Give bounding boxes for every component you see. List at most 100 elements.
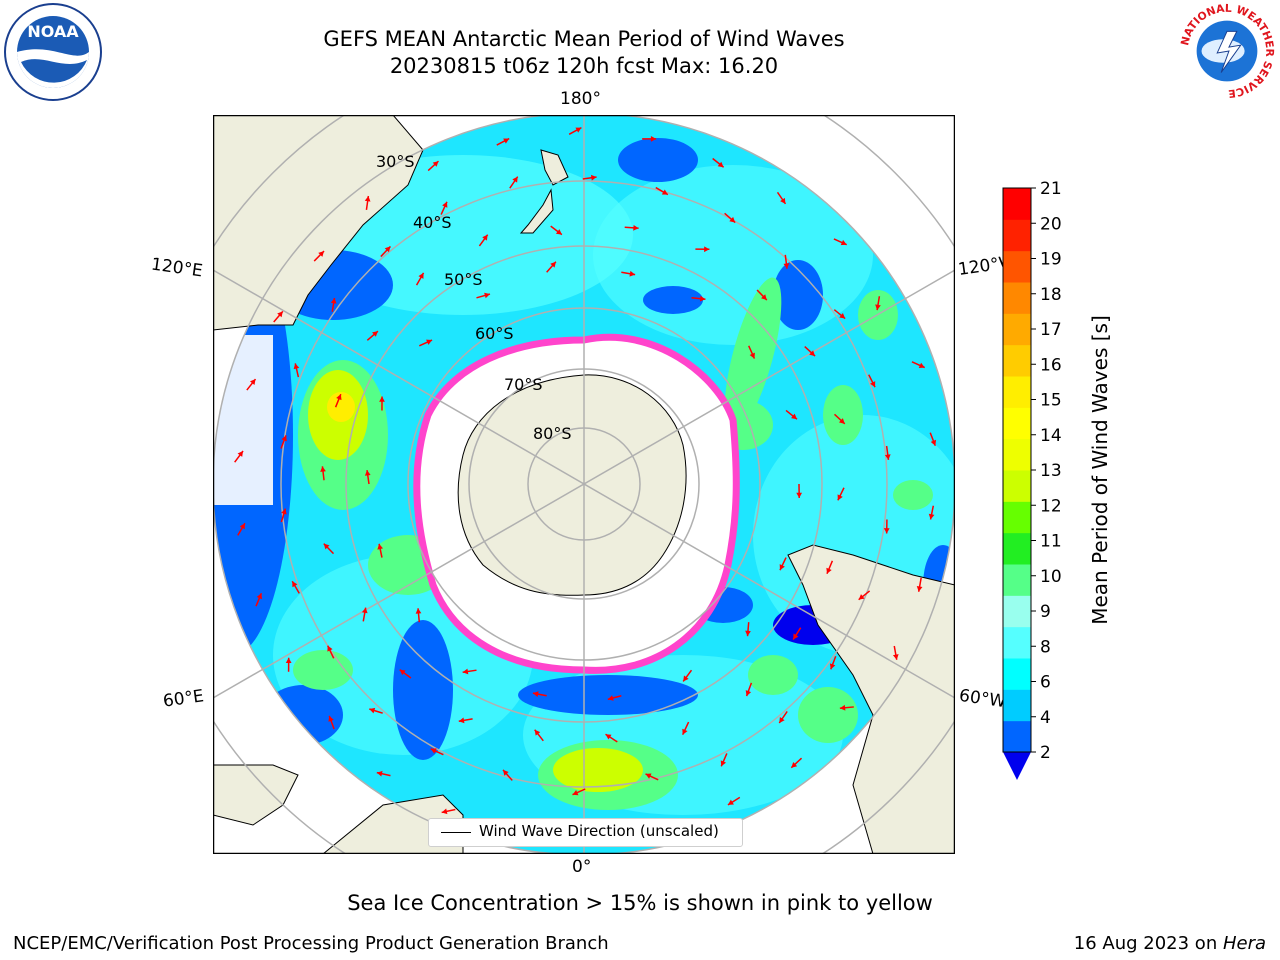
wind-wave-arrow-head [829, 663, 836, 670]
wind-wave-arrow-head [650, 135, 657, 142]
legend-label: Wind Wave Direction (unscaled) [479, 822, 719, 840]
wind-wave-arrow-head [875, 304, 881, 311]
wind-wave-arrow-head [572, 789, 579, 796]
wind-wave-arrow-head [482, 234, 488, 241]
wind-wave-arrow-head [281, 435, 287, 442]
colorbar-tick-label: 8 [1040, 637, 1051, 657]
colorbar-band [1003, 188, 1031, 220]
wind-wave-arrow-head [745, 690, 752, 697]
polar-map [213, 115, 955, 854]
wind-wave-arrow-head [330, 297, 337, 304]
wind-wave-arrow-head [293, 363, 300, 370]
wind-wave-arrow-head [645, 773, 652, 779]
lat-label-70s: 70°S [504, 375, 543, 394]
graticule [213, 115, 955, 854]
wind-wave-arrow-head [336, 394, 342, 401]
wind-wave-arrow-head [761, 294, 767, 301]
sea-ice-note: Sea Ice Concentration > 15% is shown in … [347, 891, 933, 915]
colorbar-band [1003, 658, 1031, 690]
noaa-logo-text: NOAA [27, 22, 79, 41]
lat-label-40s: 40°S [413, 213, 452, 232]
colorbar-underflow-triangle [1003, 752, 1031, 780]
wind-wave-arrow-head [550, 261, 556, 268]
colorbar-band [1003, 250, 1031, 283]
colorbar-tick-label: 4 [1040, 708, 1051, 728]
colorbar: 21 20 19 18 17 16 15 14 13 12 11 10 9 8 6 4 2 Mean Perio… [1002, 180, 1112, 780]
wind-wave-arrow-head [430, 748, 437, 754]
wind-wave-arrow-head [372, 331, 378, 337]
lon-label-180: 180° [560, 89, 601, 109]
wind-wave-arrow-head [292, 581, 298, 588]
wind-wave-arrow-head [377, 543, 383, 550]
run-date-text: 16 Aug 2023 on [1073, 933, 1223, 954]
wind-wave-arrow-head [928, 513, 935, 520]
lon-label-120e: 120°E [149, 254, 204, 282]
colorbar-band [1003, 313, 1031, 346]
legend-line-icon [441, 832, 471, 833]
colorbar-tick-label: 6 [1040, 673, 1051, 693]
colorbar-tick-label: 11 [1040, 532, 1062, 552]
wind-wave-arrow-head [699, 295, 706, 302]
wind-wave-arrow-head [555, 229, 562, 235]
machine-name: Hera [1222, 933, 1266, 954]
wind-wave-arrow-head [629, 270, 636, 277]
wind-wave-arrow-head [503, 138, 510, 144]
colorbar-tick-label: 15 [1040, 391, 1062, 411]
colorbar-band [1003, 438, 1031, 471]
wind-wave-arrow-head [916, 586, 923, 592]
colorbar-tick-label: 21 [1040, 180, 1062, 199]
colorbar-tick-label: 17 [1040, 320, 1062, 340]
wind-wave-arrow-head [883, 528, 890, 534]
colorbar-tick-label: 14 [1040, 426, 1062, 446]
wind-wave-arrow-head [779, 564, 785, 571]
wind-wave-arrow-head [858, 594, 865, 600]
colorbar-band [1003, 470, 1031, 502]
lon-label-60e: 60°E [161, 686, 206, 712]
colorbar-band [1003, 626, 1031, 659]
colorbar-ticks: 21 20 19 18 17 16 15 14 13 12 11 10 9 8 6 4 2 [1031, 180, 1062, 763]
wind-wave-arrow-head [837, 494, 843, 501]
wind-wave-arrow-head [415, 608, 422, 614]
lat-label-80s: 80°S [533, 424, 572, 443]
colorbar-band [1003, 720, 1031, 753]
wind-wave-arrow-head [780, 197, 786, 204]
wind-wave-arrow-head [704, 246, 710, 253]
colorbar-band [1003, 689, 1031, 722]
wind-wave-arrow-head [376, 770, 383, 777]
colorbar-band [1003, 532, 1031, 565]
colorbar-band [1003, 595, 1031, 628]
wind-wave-arrow-head [237, 450, 244, 457]
wind-wave-arrow-head [534, 729, 541, 736]
lat-label-30s: 30°S [376, 152, 415, 171]
wind-wave-arrow-head [323, 543, 330, 550]
wind-wave-arrow-head [369, 707, 376, 714]
wind-wave-arrow-head [249, 379, 256, 385]
wind-wave-arrow-head [779, 717, 785, 723]
branch-credit: NCEP/EMC/Verification Post Processing Pr… [13, 933, 609, 954]
run-date: 16 Aug 2023 on Hera [1074, 933, 1266, 954]
map-legend: Wind Wave Direction (unscaled) [428, 818, 743, 847]
land-antarctica [457, 374, 687, 596]
wind-wave-arrow-head [796, 492, 803, 498]
wind-wave-arrow-head [633, 224, 639, 231]
colorbar-band [1003, 219, 1031, 252]
colorbar-label: Mean Period of Wind Waves [s] [1088, 315, 1112, 625]
wind-wave-arrow-head [839, 312, 846, 319]
colorbar-tick-label: 12 [1040, 496, 1062, 516]
wind-wave-arrow-head [512, 176, 518, 183]
wind-wave-arrow-head [361, 607, 368, 614]
colorbar-band [1003, 407, 1031, 440]
wind-wave-arrow-head [838, 418, 845, 424]
wind-wave-arrow-head [783, 263, 790, 269]
colorbar-tick-label: 20 [1040, 214, 1062, 234]
wind-wave-arrow-head [281, 508, 287, 515]
wind-wave-arrow-head [661, 189, 668, 195]
wind-wave-arrow-head [364, 195, 371, 202]
wind-wave-arrow-head [729, 216, 736, 223]
lat-label-60s: 60°S [475, 324, 514, 343]
nws-logo: NATIONAL WEATHER SERVICE [1178, 2, 1276, 100]
wind-wave-arrow-head [930, 439, 937, 446]
colorbar-tick-label: 13 [1040, 461, 1062, 481]
wind-wave-arrow-head [745, 630, 751, 637]
colorbar-band [1003, 282, 1031, 314]
